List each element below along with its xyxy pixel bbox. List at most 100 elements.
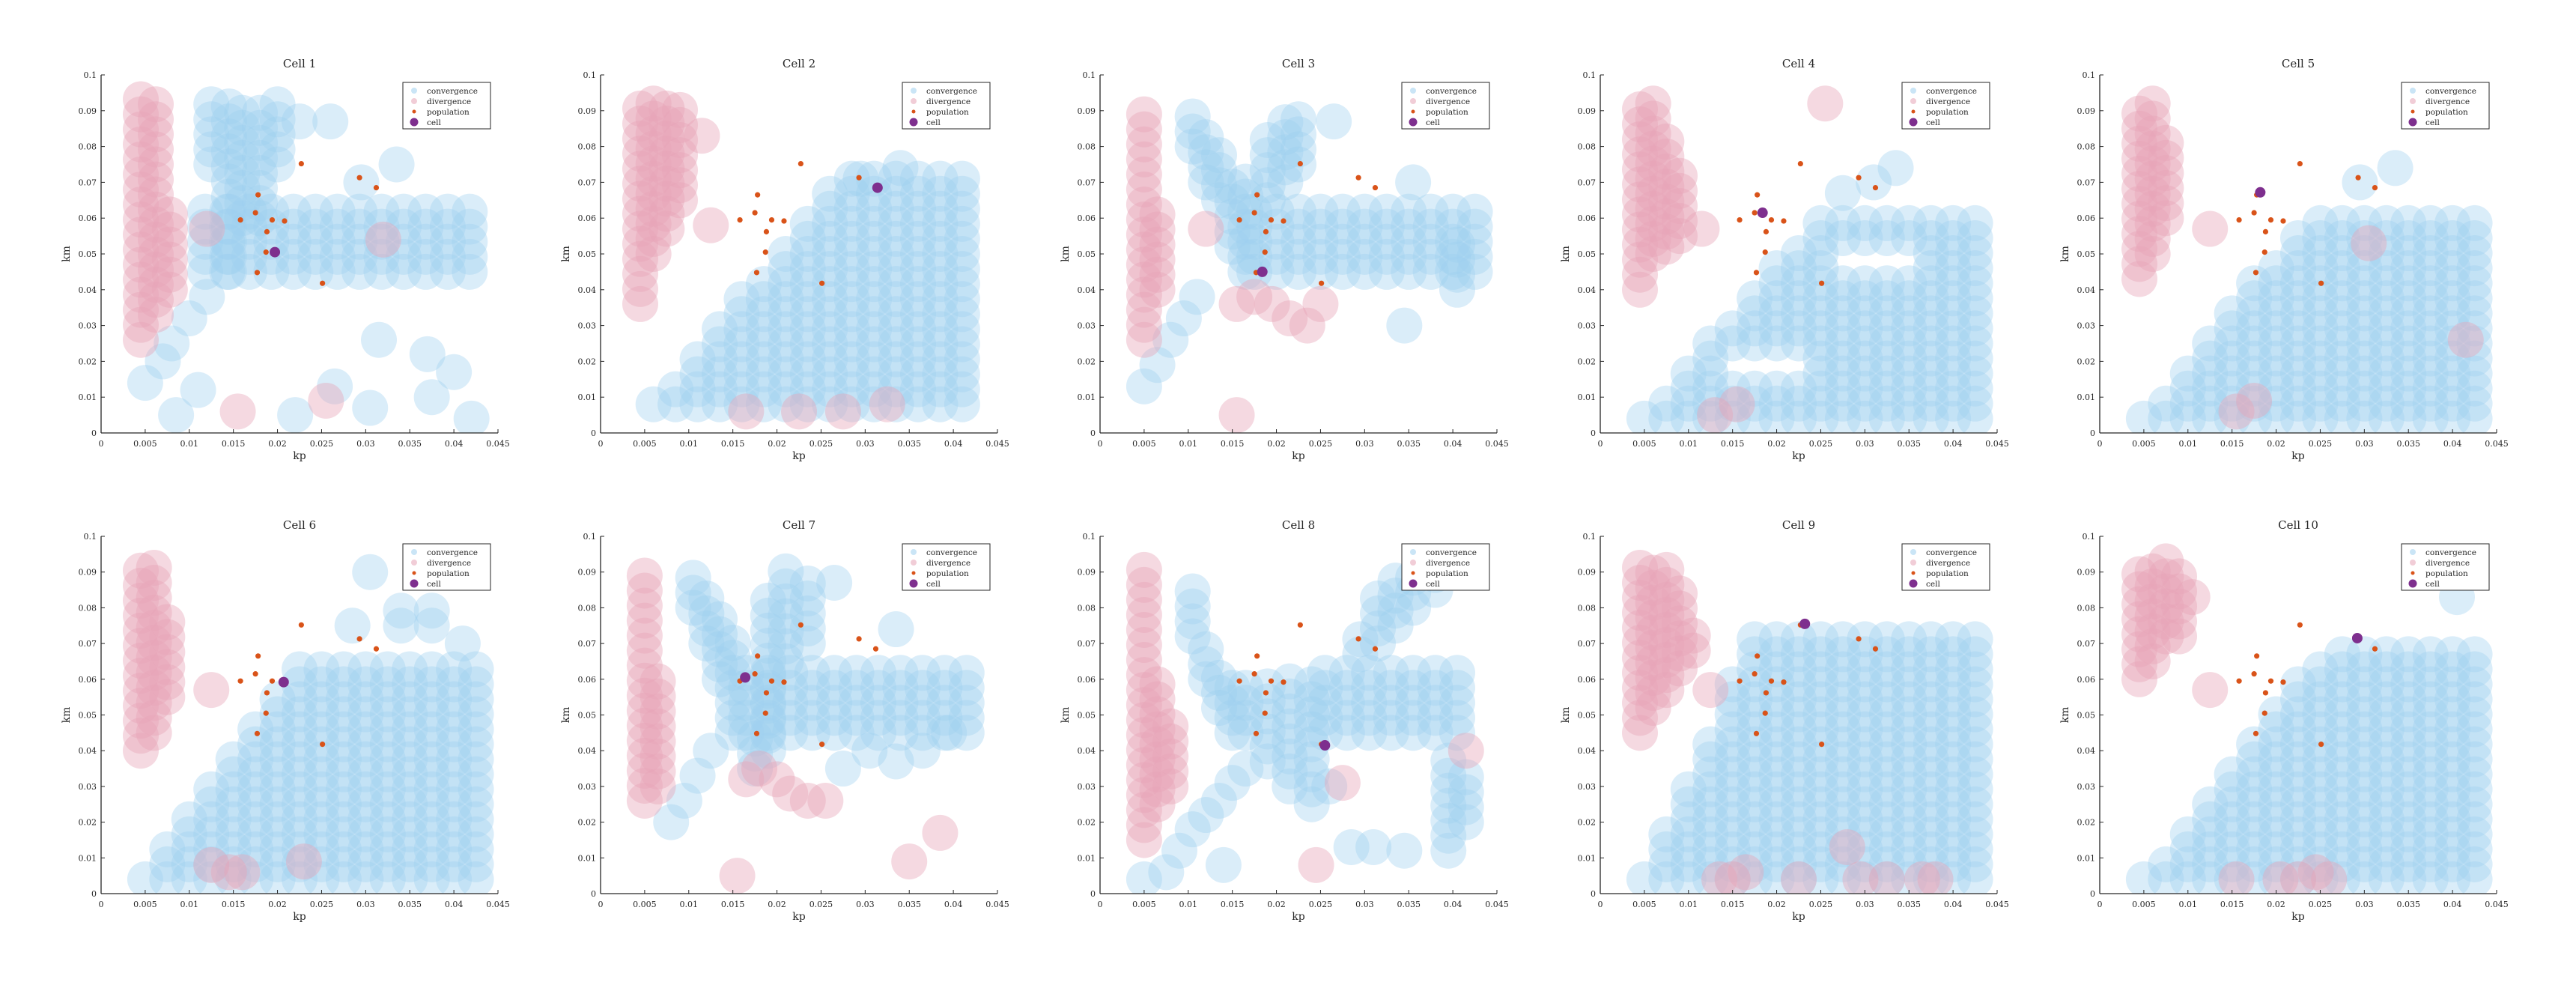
convergence-point <box>444 625 481 662</box>
convergence-point <box>1714 310 1751 347</box>
population-point <box>269 216 276 223</box>
y-tick-label: 0 <box>1090 889 1096 899</box>
convergence-point <box>922 371 959 407</box>
convergence-point <box>679 371 716 407</box>
convergence-point <box>1281 116 1316 153</box>
convergence-point <box>1957 204 1993 241</box>
convergence-point <box>369 741 406 778</box>
divergence-point <box>2121 186 2157 222</box>
convergence-point <box>2302 250 2339 287</box>
x-tick-label: 0.03 <box>1856 439 1874 449</box>
convergence-point <box>1824 741 1861 778</box>
convergence-point <box>768 356 804 393</box>
convergence-point <box>1935 696 1972 733</box>
y-tick-label: 0.1 <box>583 532 597 542</box>
convergence-point <box>1868 310 1905 347</box>
convergence-point <box>1824 636 1861 673</box>
convergence-point <box>1913 340 1949 377</box>
divergence-point <box>648 181 685 217</box>
convergence-point <box>2368 801 2405 837</box>
convergence-point <box>948 685 985 721</box>
convergence-point <box>347 726 384 763</box>
convergence-point <box>145 343 181 380</box>
divergence-point <box>123 156 159 193</box>
convergence-point <box>297 208 334 245</box>
convergence-point <box>180 372 216 408</box>
convergence-point <box>2324 355 2360 392</box>
convergence-point <box>282 741 318 778</box>
y-tick-label: 0.02 <box>1578 357 1597 366</box>
convergence-point <box>900 220 936 257</box>
divergence-point <box>781 393 817 430</box>
divergence-point <box>1622 655 1658 691</box>
convergence-point <box>833 386 870 422</box>
convergence-point <box>904 715 941 751</box>
convergence-point <box>1201 674 1237 711</box>
convergence-point <box>1737 325 1773 362</box>
convergence-point <box>2390 280 2427 317</box>
x-tick-label: 0 <box>598 439 604 449</box>
population-point <box>1856 175 1862 181</box>
y-tick-label: 0.09 <box>79 568 97 578</box>
divergence-point <box>1648 581 1685 618</box>
convergence-point <box>2412 370 2449 407</box>
convergence-point <box>948 715 985 751</box>
convergence-point <box>1957 726 1993 763</box>
divergence-point <box>635 145 672 182</box>
convergence-point <box>1692 846 1729 882</box>
x-tick-label: 0.045 <box>1985 439 2009 449</box>
convergence-point <box>193 861 230 894</box>
convergence-point <box>768 643 804 679</box>
convergence-point <box>1891 726 1928 763</box>
convergence-point <box>2302 651 2339 688</box>
convergence-point <box>1891 295 1928 332</box>
divergence-point <box>138 191 174 228</box>
population-point <box>1281 679 1287 685</box>
convergence-point <box>392 801 428 837</box>
convergence-point <box>1174 588 1211 625</box>
population-point <box>320 280 326 286</box>
divergence-point <box>1648 169 1685 205</box>
convergence-point <box>1935 355 1972 392</box>
convergence-point <box>392 741 428 778</box>
convergence-point <box>772 670 809 706</box>
convergence-point <box>2280 340 2316 377</box>
convergence-point <box>297 253 334 290</box>
population-point <box>1262 710 1268 716</box>
convergence-point <box>1214 670 1251 706</box>
divergence-point <box>648 106 685 142</box>
convergence-point <box>413 592 450 629</box>
convergence-point <box>429 253 466 290</box>
divergence-point <box>1622 91 1658 127</box>
convergence-point <box>1293 726 1330 763</box>
y-tick-label: 0 <box>2090 428 2095 438</box>
x-tick-label: 0.04 <box>2443 439 2462 449</box>
convergence-point <box>325 756 362 792</box>
convergence-point <box>1824 219 1861 256</box>
convergence-point <box>1957 265 1993 302</box>
convergence-point <box>1758 636 1795 673</box>
convergence-point <box>1781 295 1817 332</box>
y-tick-label: 0.09 <box>2077 106 2096 116</box>
divergence-point <box>136 715 172 751</box>
plot-area <box>2121 85 2493 433</box>
convergence-point <box>1877 150 1914 187</box>
convergence-point <box>860 715 896 751</box>
convergence-point <box>1935 325 1972 362</box>
divergence-point <box>2218 393 2255 430</box>
convergence-point <box>1360 610 1396 647</box>
convergence-point <box>1868 325 1905 362</box>
divergence-point <box>1622 610 1658 646</box>
convergence-point <box>2456 816 2493 852</box>
convergence-point <box>1935 651 1972 688</box>
convergence-point <box>210 223 247 260</box>
convergence-point <box>2368 636 2405 673</box>
convergence-point <box>1324 208 1361 245</box>
x-axis-label: kp <box>293 450 306 462</box>
convergence-point <box>429 223 466 260</box>
convergence-point <box>2346 340 2383 377</box>
convergence-point <box>1346 238 1383 275</box>
divergence-point <box>662 152 698 189</box>
convergence-point <box>1913 726 1949 763</box>
convergence-point <box>922 160 959 197</box>
